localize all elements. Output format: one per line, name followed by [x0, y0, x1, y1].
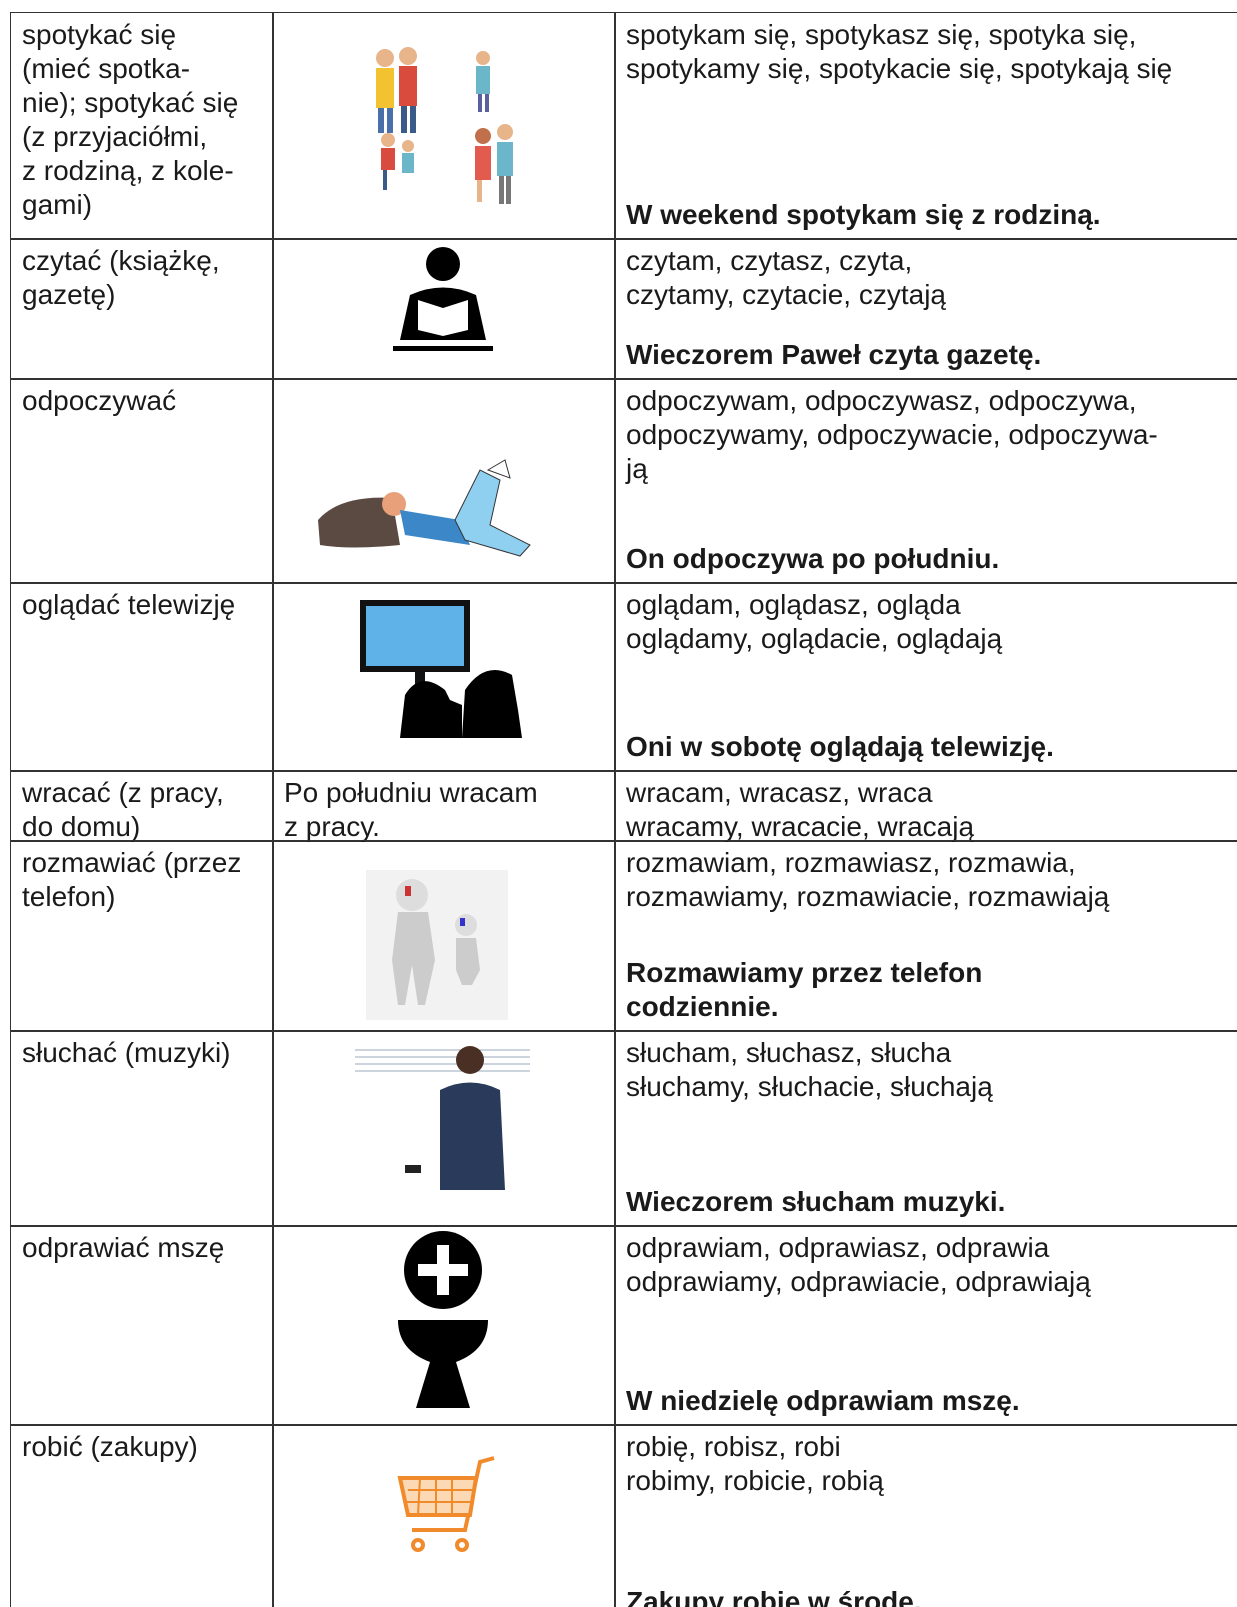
table-cell: [10, 378, 274, 584]
conjugation-text: rozmawiam, rozmawiasz, rozmawia,: [626, 847, 1076, 878]
reading-icon: [393, 247, 493, 351]
table-cell: [614, 1225, 1237, 1426]
example-sentence: Wieczorem Paweł czyta gazetę.: [626, 339, 1042, 370]
table-cell: [10, 12, 274, 240]
conjugation-text: czytamy, czytacie, czytają: [626, 279, 947, 310]
verb-text: do domu): [22, 811, 141, 842]
verb-text: oglądać telewizję: [22, 589, 236, 620]
verb-text: gazetę): [22, 279, 116, 310]
table-cell: [272, 378, 616, 584]
verb-text: z rodziną, z kole-: [22, 155, 234, 186]
example-note: Po południu wracam: [284, 777, 538, 808]
table-cell: [10, 1030, 274, 1227]
tv-watching-icon: [360, 600, 522, 738]
example-sentence: Oni w sobotę oglądają telewizję.: [626, 731, 1054, 762]
conjugation-text: odprawiamy, odprawiacie, odprawiają: [626, 1266, 1091, 1297]
table-cell: [614, 378, 1237, 584]
verb-text: gami): [22, 189, 93, 220]
verb-text: telefon): [22, 881, 116, 912]
music-illustration: [355, 1046, 530, 1190]
table-cell: [614, 12, 1237, 240]
table-cell: [614, 582, 1237, 772]
table-cell: [272, 840, 616, 1032]
verb-text: (mieć spotka-: [22, 53, 191, 84]
verb-text: spotykać się: [22, 19, 177, 50]
conjugation-text: odprawiam, odprawiasz, odprawia: [626, 1232, 1050, 1263]
table-cell: [614, 1424, 1237, 1607]
conjugation-text: odpoczywam, odpoczywasz, odpoczywa,: [626, 385, 1137, 416]
conjugation-text: wracam, wracasz, wraca: [626, 777, 933, 808]
verb-text: odpoczywać: [22, 385, 177, 416]
example-sentence: W weekend spotykam się z rodziną.: [626, 199, 1101, 230]
table-cell: [272, 1030, 616, 1227]
example-sentence: On odpoczywa po południu.: [626, 543, 1000, 574]
verb-text: słuchać (muzyki): [22, 1037, 231, 1068]
verb-text: nie); spotykać się: [22, 87, 239, 118]
conjugation-text: spotykamy się, spotykacie się, spotykają…: [626, 53, 1173, 84]
conjugation-text: robię, robisz, robi: [626, 1431, 841, 1462]
example-sentence: Wieczorem słucham muzyki.: [626, 1186, 1006, 1217]
verb-text: robić (zakupy): [22, 1431, 198, 1462]
verb-text: odprawiać mszę: [22, 1232, 225, 1263]
table-cell: [10, 1225, 274, 1426]
example-note: z pracy.: [284, 811, 380, 842]
table-cell: [614, 238, 1237, 380]
example-sentence: W niedzielę odprawiam mszę.: [626, 1385, 1020, 1416]
conjugation-text: wracamy, wracacie, wracają: [626, 811, 975, 842]
verb-text: rozmawiać (przez: [22, 847, 242, 878]
table-cell: [272, 238, 616, 380]
verb-text: czytać (książkę,: [22, 245, 220, 276]
verb-text: wracać (z pracy,: [22, 777, 224, 808]
example-sentence: Zakupy robię w środę.: [626, 1586, 922, 1607]
conjugation-text: oglądamy, oglądacie, oglądają: [626, 623, 1003, 654]
conjugation-text: odpoczywamy, odpoczywacie, odpoczywa-: [626, 419, 1158, 450]
conjugation-text: słucham, słuchasz, słucha: [626, 1037, 952, 1068]
table-cell: [272, 1424, 616, 1607]
phone-call-illustration: [366, 870, 508, 1020]
table-cell: [614, 770, 1237, 842]
shopping-cart-icon: [397, 1456, 495, 1552]
table-cell: [614, 1030, 1237, 1227]
table-cell: [272, 770, 616, 842]
conjugation-text: rozmawiamy, rozmawiacie, rozmawiają: [626, 881, 1110, 912]
conjugation-text: czytam, czytasz, czyta,: [626, 245, 913, 276]
conjugation-text: oglądam, oglądasz, ogląda: [626, 589, 961, 620]
table-cell: [10, 770, 274, 842]
table-cell: [614, 840, 1237, 1032]
table-cell: [272, 1225, 616, 1426]
table-cell: [272, 582, 616, 772]
conjugation-text: słuchamy, słuchacie, słuchają: [626, 1071, 993, 1102]
meeting-people-illustration: [376, 47, 513, 204]
example-sentence: codziennie.: [626, 991, 779, 1022]
table-cell: [10, 238, 274, 380]
table-cell: [272, 12, 616, 240]
resting-person-illustration: [318, 459, 531, 557]
host-chalice-icon: [398, 1231, 488, 1408]
table-cell: [10, 1424, 274, 1607]
verb-text: (z przyjaciółmi,: [22, 121, 208, 152]
table-cell: [10, 582, 274, 772]
example-sentence: Rozmawiamy przez telefon: [626, 957, 983, 988]
conjugation-text: ją: [626, 453, 648, 484]
conjugation-text: spotykam się, spotykasz się, spotyka się…: [626, 19, 1137, 50]
table-cell: [10, 840, 274, 1032]
conjugation-text: robimy, robicie, robią: [626, 1465, 884, 1496]
